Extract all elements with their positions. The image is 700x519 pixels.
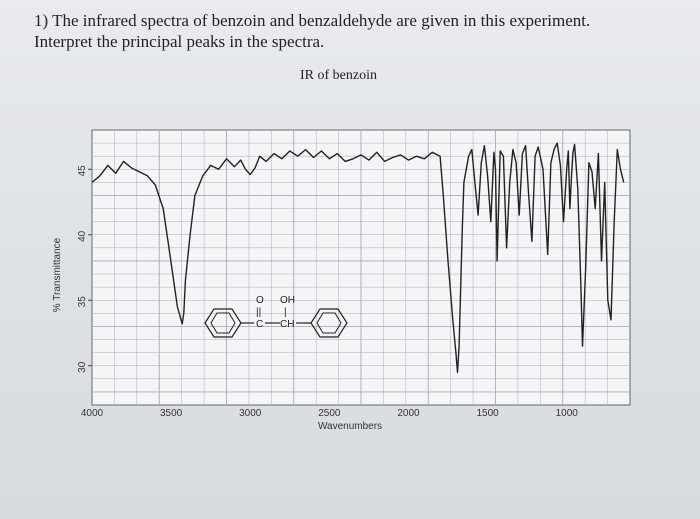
question-line-1: 1) The infrared spectra of benzoin and b… (34, 11, 591, 30)
x-tick-label: 2000 (397, 408, 420, 419)
hydroxyl-bond: | (284, 307, 287, 318)
x-tick-label: 1000 (556, 408, 579, 419)
right-benzene-ring (310, 308, 348, 338)
spectrum-series-line (91, 142, 625, 373)
methine-label: CH (280, 319, 294, 330)
x-tick-labels: 4000 3500 3000 2500 2000 1500 1000 (81, 408, 578, 419)
y-axis-label: % Transmittance (52, 237, 63, 312)
benzoin-structure: O || C OH | CH (204, 295, 348, 338)
carbonyl-carbon-label: C (256, 319, 263, 330)
hydroxyl-label: OH (280, 295, 295, 306)
x-tick-label: 4000 (81, 408, 104, 419)
y-tick-label: 35 (77, 296, 88, 308)
x-tick-label: 3000 (239, 408, 262, 419)
y-tick-label: 30 (77, 361, 88, 373)
question-text: 1) The infrared spectra of benzoin and b… (34, 10, 674, 52)
x-tick-label: 3500 (160, 408, 183, 419)
y-tick-label: 45 (77, 165, 88, 177)
x-tick-label: 1500 (476, 408, 499, 419)
y-tick-label: 40 (77, 230, 88, 242)
x-tick-label: 2500 (318, 408, 341, 419)
y-tick-labels: 45 40 35 30 (77, 165, 92, 373)
chart-title: IR of benzoin (300, 68, 377, 83)
question-line-2: Interpret the principal peaks in the spe… (34, 32, 325, 51)
chart-grid (92, 130, 630, 405)
oxygen-label: O (256, 295, 264, 306)
carbonyl-double-bond: || (256, 307, 261, 318)
x-axis-label: Wavenumbers (318, 421, 382, 432)
